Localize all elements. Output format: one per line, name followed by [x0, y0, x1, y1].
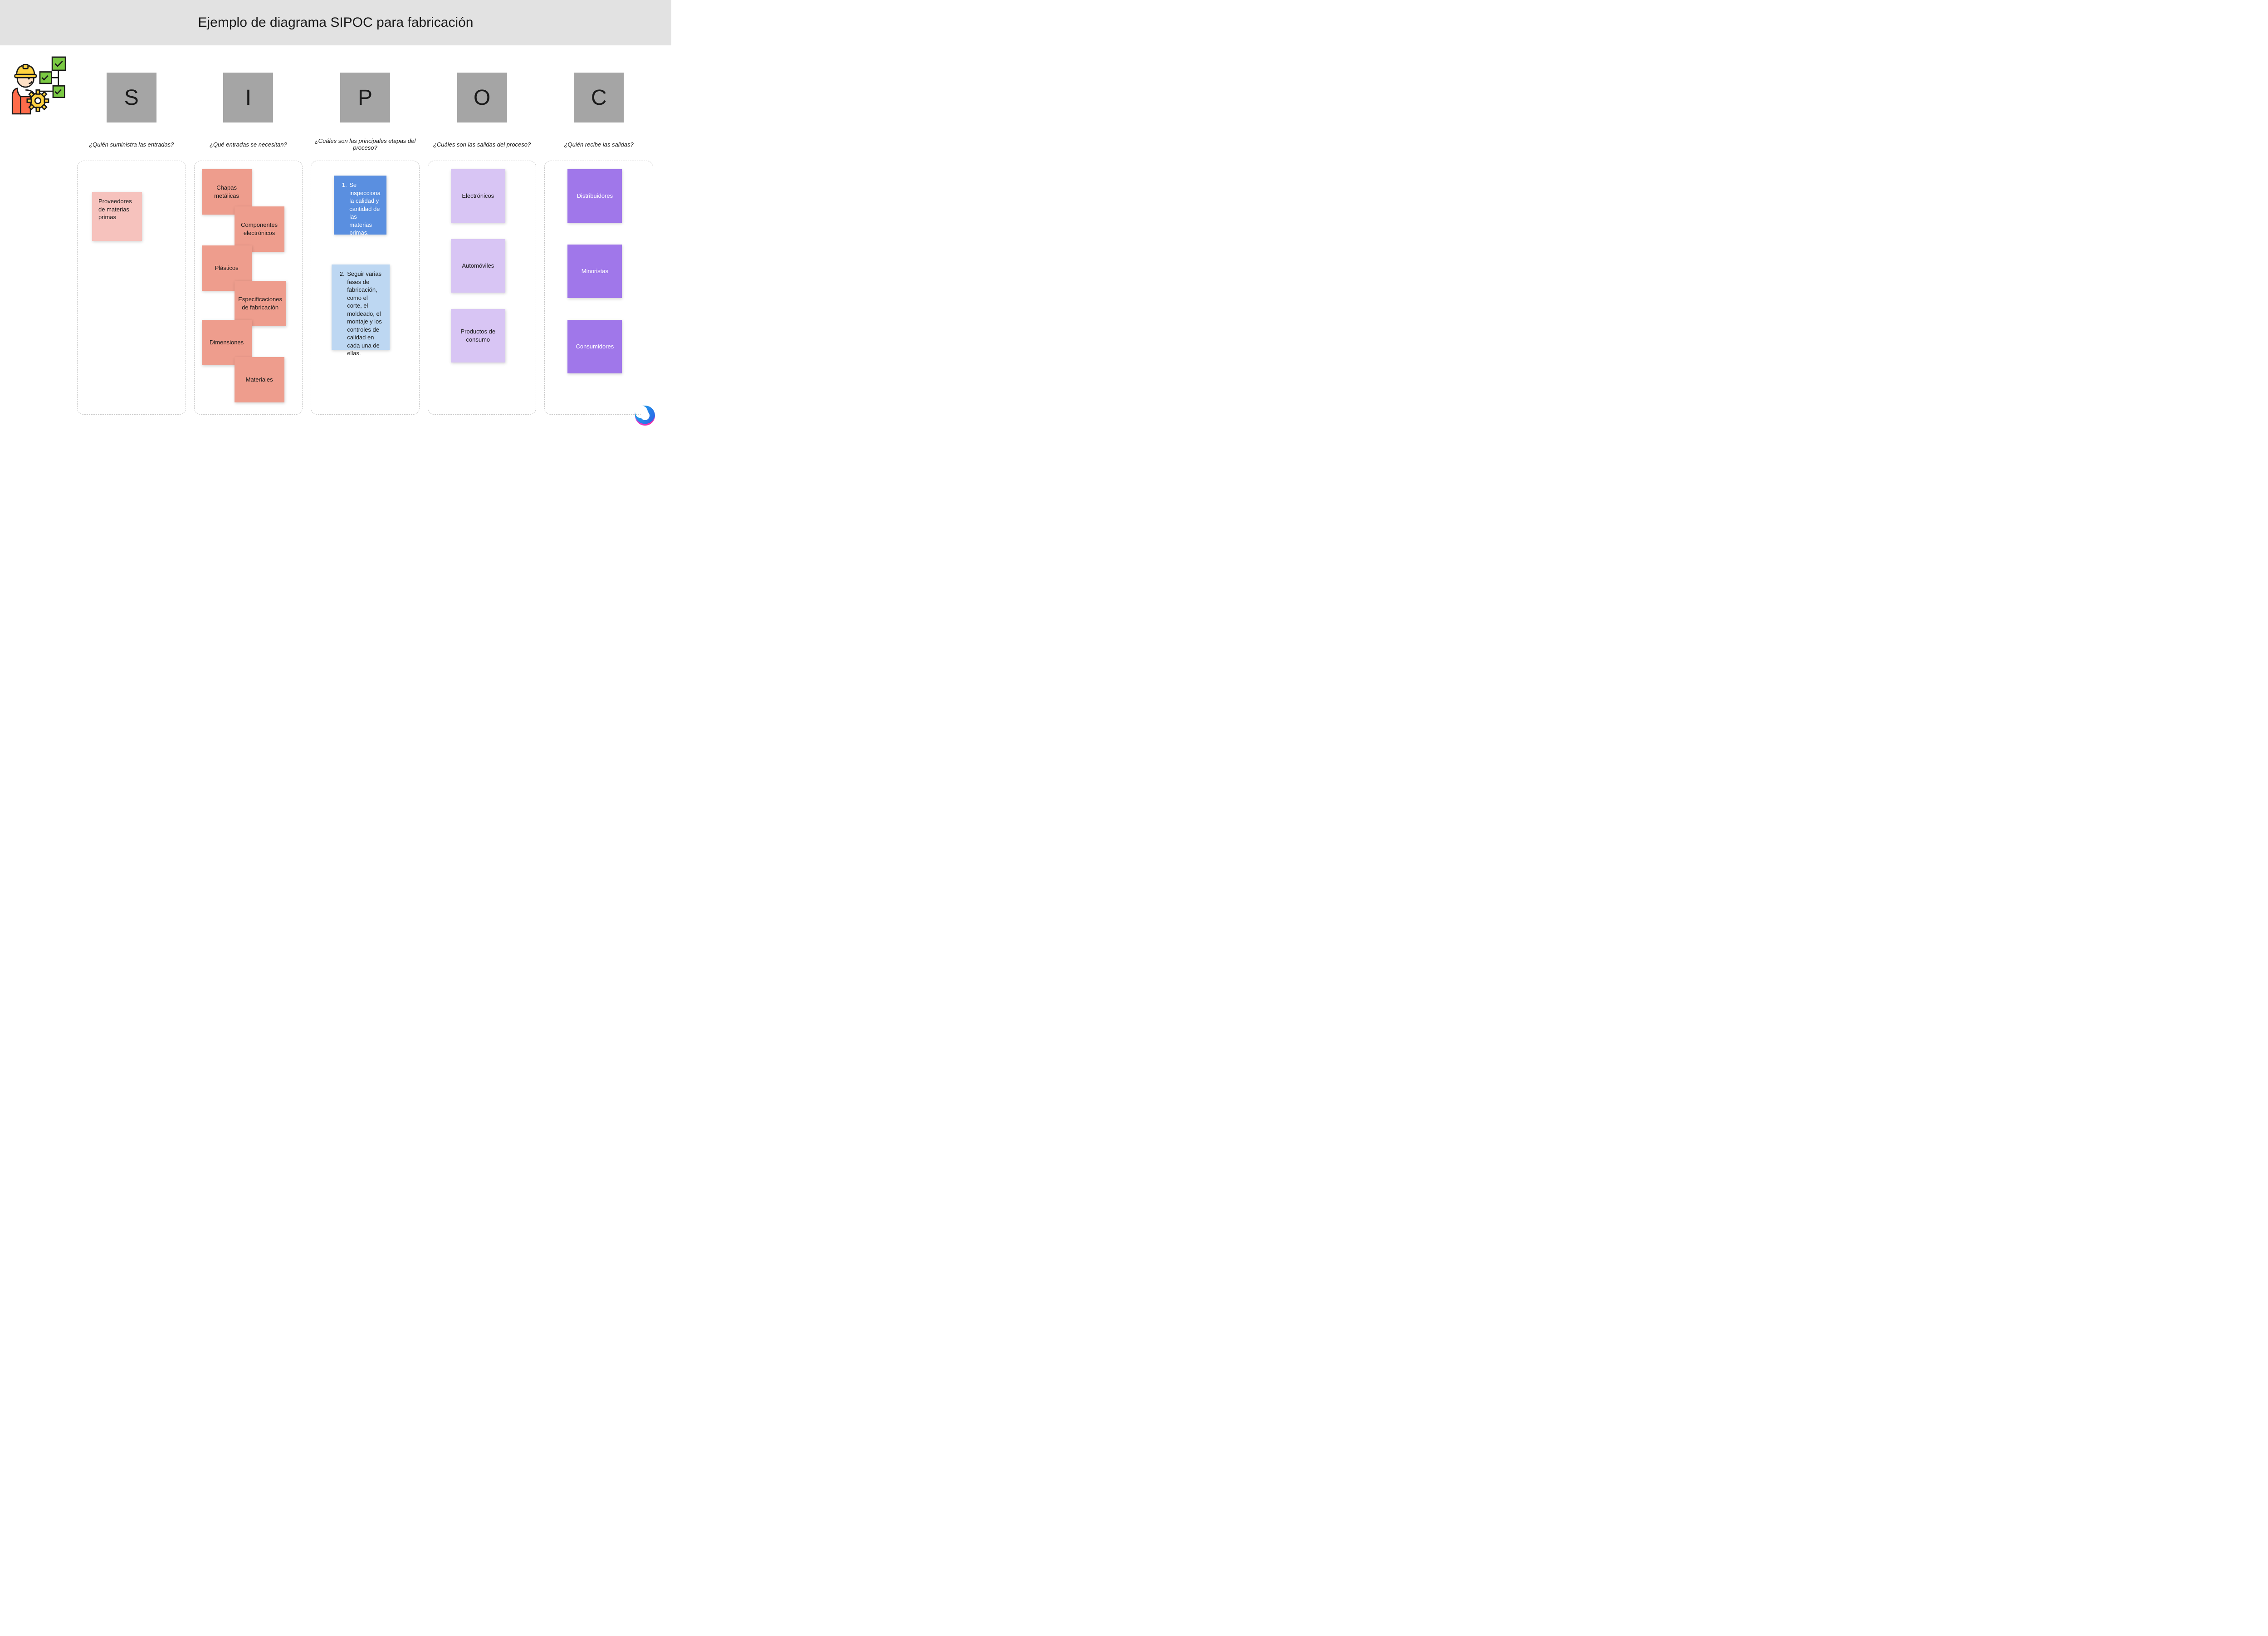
- letter-box: C: [574, 73, 624, 122]
- sipoc-column-c: C ¿Quién recibe las salidas? Distribuidore…: [544, 73, 653, 415]
- sipoc-column-p: P ¿Cuáles son las principales etapas del …: [311, 73, 420, 415]
- worker-process-icon: [9, 52, 75, 118]
- letter-box: P: [340, 73, 390, 122]
- sticky-note: Especificaciones de fabricación: [235, 281, 286, 326]
- sticky-note: Se inspecciona la calidad y cantidad de …: [334, 176, 386, 235]
- sticky-note: Distribuidores: [567, 169, 622, 223]
- sticky-note: Proveedores de materias primas: [92, 192, 142, 241]
- column-notes-container: Se inspecciona la calidad y cantidad de …: [311, 161, 420, 415]
- column-notes-container: Electrónicos Automóviles Productos de cons…: [428, 161, 537, 415]
- note-text: Se inspecciona la calidad y cantidad de …: [348, 181, 380, 237]
- sticky-note: Consumidores: [567, 320, 622, 373]
- note-text: Electrónicos: [462, 192, 494, 200]
- sticky-note: Electrónicos: [451, 169, 505, 223]
- note-text: Materiales: [246, 376, 273, 384]
- note-text: Especificaciones de fabricación: [238, 295, 283, 311]
- sipoc-columns: S ¿Quién suministra las entradas? Proveedo…: [77, 73, 653, 415]
- column-question: ¿Quién suministra las entradas?: [87, 136, 176, 152]
- column-notes-container: Proveedores de materias primas: [77, 161, 186, 415]
- brand-logo-icon: [627, 392, 659, 428]
- note-text: Proveedores de materias primas: [98, 198, 132, 220]
- note-text: Minoristas: [582, 267, 608, 275]
- note-text: Plásticos: [215, 264, 239, 272]
- column-question: ¿Cuáles son las principales etapas del p…: [311, 136, 420, 152]
- sipoc-column-s: S ¿Quién suministra las entradas? Proveedo…: [77, 73, 186, 415]
- note-text: Componentes electrónicos: [238, 221, 281, 237]
- note-text: Seguir varias fases de fabricación, como…: [346, 270, 383, 358]
- sipoc-column-i: I ¿Qué entradas se necesitan? Chapas metál…: [194, 73, 303, 415]
- column-notes-container: Distribuidores Minoristas Consumidores: [544, 161, 653, 415]
- sticky-note: Seguir varias fases de fabricación, como…: [332, 265, 390, 350]
- note-text: Productos de consumo: [455, 328, 502, 343]
- sticky-note: Productos de consumo: [451, 309, 505, 362]
- note-text: Dimensiones: [210, 338, 244, 347]
- letter-box: S: [107, 73, 156, 122]
- page-title: Ejemplo de diagrama SIPOC para fabricaci…: [198, 15, 474, 30]
- column-question: ¿Qué entradas se necesitan?: [208, 136, 289, 152]
- letter-box: I: [223, 73, 273, 122]
- sticky-note: Componentes electrónicos: [235, 206, 284, 252]
- sticky-note: Materiales: [235, 357, 284, 402]
- header-bar: Ejemplo de diagrama SIPOC para fabricaci…: [0, 0, 671, 45]
- column-question: ¿Quién recibe las salidas?: [562, 136, 635, 152]
- letter-box: O: [457, 73, 507, 122]
- column-question: ¿Cuáles son las salidas del proceso?: [431, 136, 533, 152]
- note-text: Chapas metálicas: [205, 184, 248, 200]
- sticky-note: Automóviles: [451, 239, 505, 293]
- sticky-note: Minoristas: [567, 245, 622, 298]
- note-text: Distribuidores: [577, 192, 613, 200]
- column-notes-container: Chapas metálicas Componentes electrónicos…: [194, 161, 303, 415]
- note-text: Consumidores: [576, 343, 614, 351]
- note-text: Automóviles: [462, 262, 494, 270]
- sipoc-column-o: O ¿Cuáles son las salidas del proceso? Ele…: [428, 73, 537, 415]
